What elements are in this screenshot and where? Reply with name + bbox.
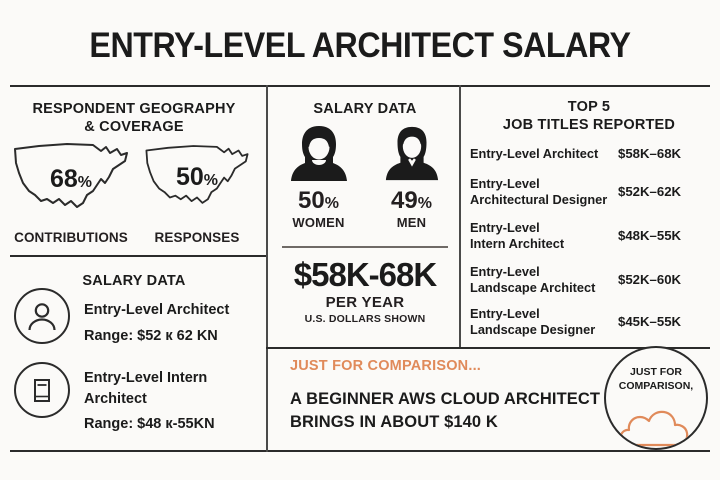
table-row: Entry-Level Architectural Designer $52K–… [470,176,710,210]
top5-title-1: Entry-Level Architectural Designer [470,176,608,207]
comparison-line-2: BRINGS IN ABOUT $140 K [290,413,498,431]
top5-value-0: $58K–68K [618,146,682,161]
top5-heading-line2: JOB TITLES REPORTED [502,117,676,134]
top5-title-0: Entry-Level Architect [470,146,599,161]
geography-maps: 68% CONTRIBUTIONS 50% RESPONSES [8,135,260,245]
left-salary-range-1: Range: $48 к-55KN [84,416,215,432]
geography-value-contributions: 68% [49,165,93,193]
table-row: Entry-Level Architect $58K–68K [470,146,710,166]
gender-label-women: WOMEN [292,215,345,230]
geography-heading-line2: & COVERAGE [84,119,184,136]
left-section-divider [10,255,266,257]
middle-section-divider [282,246,448,248]
comparison-badge-line2: COMPARISON, [618,379,694,392]
gender-item-women: 50% WOMEN [272,123,365,245]
left-salary-heading: SALARY DATA [82,273,186,289]
geography-item-contributions: 68% CONTRIBUTIONS [8,135,134,245]
woman-avatar-icon [290,126,347,181]
gender-value-men: 49% [391,187,432,214]
person-circle-icon [14,288,70,344]
headline-salary-period: PER YEAR [325,294,405,311]
geography-item-responses: 50% RESPONSES [134,135,260,245]
comparison-kicker: JUST FOR COMPARISON... [290,358,482,374]
page-title: ENTRY-LEVEL ARCHITECT SALARY [89,26,631,65]
middle-salary-heading: SALARY DATA [313,101,417,117]
geography-label-responses: RESPONSES [154,230,240,245]
headline-salary-range: $58K-68K [293,256,437,293]
gender-label-men: MEN [396,215,427,230]
man-avatar-icon [385,126,438,181]
top5-heading-line1: TOP 5 [567,99,611,115]
left-salary-title-1: Entry-Level Intern Architect [84,370,208,407]
comparison-line-1: A BEGINNER AWS CLOUD ARCHITECT [290,390,601,408]
table-row: Entry-Level Intern Architect $48K–55K [470,220,710,254]
comparison-badge-text: JUST FOR COMPARISON, [606,366,706,393]
us-map-icon [14,143,128,208]
table-row: Entry-Level Landscape Architect $52K–60K [470,264,710,298]
top5-value-4: $45K–55K [618,314,682,329]
top5-value-3: $52K–60K [618,272,682,287]
top5-title-2: Entry-Level Intern Architect [470,220,565,251]
geography-heading: RESPONDENT GEOGRAPHY & COVERAGE [8,100,260,136]
comparison-top-divider [266,347,710,349]
gender-item-men: 49% MEN [365,123,458,245]
left-salary-title-0: Entry-Level Architect [84,302,230,318]
comparison-badge: JUST FOR COMPARISON, [604,346,708,450]
geography-value-responses: 50% [175,163,219,191]
us-map-icon [145,145,249,204]
top5-value-1: $52K–62K [618,184,682,199]
building-circle-icon [14,362,70,418]
bottom-divider [10,450,710,452]
top-divider [10,85,710,87]
table-row: Entry-Level Landscape Designer $45K–55K [470,306,710,340]
comparison-badge-line1: JUST FOR [630,366,682,378]
cloud-icon [619,410,689,447]
top5-heading: TOP 5 JOB TITLES REPORTED [466,98,712,134]
left-salary-range-0: Range: $52 к 62 KN [84,328,218,344]
column-divider-right [459,85,461,347]
headline-salary-currency-note: U.S. DOLLARS SHOWN [304,313,426,325]
geography-label-contributions: CONTRIBUTIONS [14,230,128,245]
top5-value-2: $48K–55K [618,228,682,243]
top5-title-3: Entry-Level Landscape Architect [470,264,596,295]
gender-split: 50% WOMEN 49% MEN [272,123,458,245]
top5-title-4: Entry-Level Landscape Designer [470,306,596,337]
geography-heading-line1: RESPONDENT GEOGRAPHY [32,101,236,117]
column-divider-left [266,85,268,452]
gender-value-women: 50% [298,187,339,214]
